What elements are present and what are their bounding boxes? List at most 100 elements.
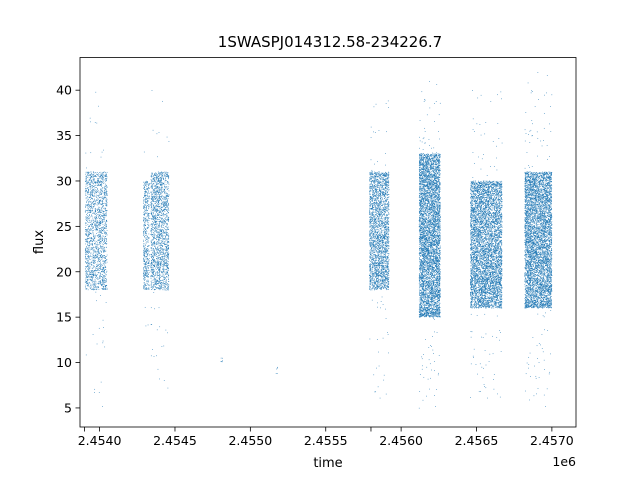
data-point	[154, 230, 156, 232]
data-point	[96, 222, 97, 224]
data-point	[156, 188, 158, 189]
data-point	[164, 253, 165, 255]
data-point	[164, 197, 165, 198]
data-point	[102, 278, 104, 279]
data-point	[146, 268, 147, 269]
data-point	[87, 181, 88, 183]
data-point	[88, 233, 90, 235]
data-point	[158, 249, 159, 250]
data-point	[387, 203, 389, 205]
data-point	[167, 240, 169, 242]
data-point	[95, 272, 96, 274]
data-point	[90, 192, 92, 193]
data-point	[97, 203, 99, 204]
data-point	[159, 221, 161, 223]
data-point	[106, 289, 108, 290]
data-point	[99, 223, 101, 224]
data-point	[153, 234, 155, 236]
data-point	[101, 193, 102, 194]
data-point	[156, 230, 157, 232]
data-point	[96, 184, 98, 186]
data-point	[96, 257, 97, 258]
data-point	[160, 184, 161, 186]
data-point	[105, 175, 106, 176]
data-point	[165, 218, 166, 220]
data-point	[103, 250, 105, 252]
data-point	[94, 289, 95, 290]
data-point	[90, 274, 91, 275]
data-point	[87, 268, 89, 270]
data-point	[105, 207, 106, 209]
data-point	[370, 289, 371, 291]
data-point	[143, 184, 145, 186]
data-point	[155, 287, 157, 289]
data-point	[165, 240, 167, 242]
data-point	[156, 254, 157, 255]
data-point	[98, 230, 100, 232]
data-point	[372, 192, 373, 194]
data-point	[91, 201, 93, 203]
data-point	[157, 264, 159, 266]
data-point	[91, 194, 93, 196]
data-point	[89, 251, 90, 253]
data-point	[164, 202, 166, 204]
data-point	[100, 193, 102, 195]
data-point	[377, 238, 379, 240]
data-point	[165, 329, 167, 331]
data-point	[99, 257, 101, 259]
data-point	[151, 279, 153, 281]
data-point	[106, 261, 108, 263]
data-point	[153, 191, 155, 193]
data-point	[158, 254, 160, 256]
data-point	[102, 342, 104, 344]
data-point	[369, 172, 371, 174]
data-point	[87, 263, 89, 265]
data-point	[382, 193, 384, 194]
data-point	[162, 197, 164, 199]
data-point	[163, 176, 165, 178]
data-point	[159, 250, 161, 252]
data-point	[91, 180, 93, 181]
data-point	[166, 187, 168, 189]
data-point	[163, 231, 164, 233]
data-point	[89, 278, 91, 280]
data-point	[160, 178, 162, 179]
data-point	[88, 171, 90, 173]
data-point	[92, 217, 94, 219]
data-point	[143, 187, 145, 189]
data-point	[375, 238, 377, 240]
data-point	[103, 198, 105, 200]
data-point	[383, 262, 385, 264]
data-point	[154, 261, 155, 262]
data-point	[146, 207, 148, 209]
data-point	[101, 210, 103, 212]
data-point	[150, 191, 152, 193]
data-point	[166, 203, 167, 205]
data-point	[144, 204, 146, 206]
data-point	[147, 262, 149, 264]
data-point	[151, 259, 153, 260]
data-point	[163, 200, 165, 202]
data-point	[85, 222, 86, 224]
data-point	[86, 263, 87, 264]
data-point	[163, 258, 165, 260]
data-point	[88, 248, 90, 250]
data-point	[145, 198, 147, 200]
data-point	[160, 257, 161, 259]
data-point	[388, 226, 389, 228]
data-point	[383, 256, 385, 258]
data-point	[146, 280, 148, 282]
data-point	[164, 255, 166, 257]
data-point	[160, 205, 162, 207]
data-point	[106, 259, 107, 261]
data-point	[100, 181, 101, 182]
data-point	[151, 286, 153, 288]
data-point	[103, 205, 104, 207]
data-point	[90, 177, 91, 179]
data-point	[374, 219, 375, 221]
data-point	[372, 226, 374, 228]
data-point	[154, 222, 156, 224]
data-point	[161, 209, 162, 211]
data-point	[157, 214, 159, 216]
data-point	[98, 261, 100, 263]
